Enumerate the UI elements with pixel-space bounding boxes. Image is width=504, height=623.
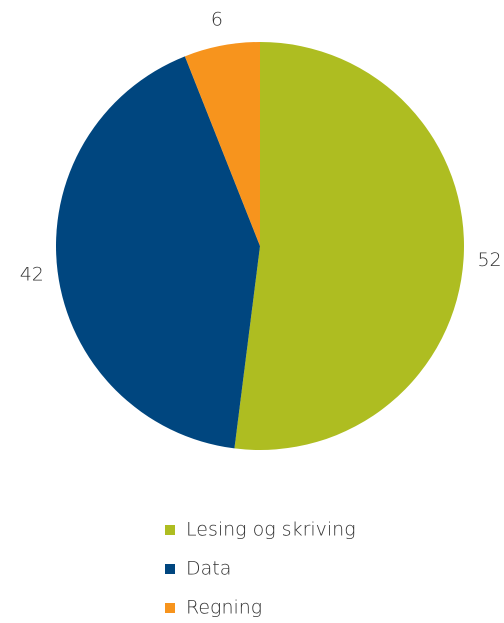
data-label: 6 xyxy=(211,9,223,31)
legend-label: Data xyxy=(186,558,231,580)
legend-swatch xyxy=(165,564,175,574)
legend-swatch xyxy=(165,525,175,535)
pie-slice xyxy=(184,42,260,246)
data-label: 52 xyxy=(477,249,501,271)
legend-swatch xyxy=(165,603,175,613)
data-label: 42 xyxy=(20,263,44,285)
legend-label: Lesing og skriving xyxy=(186,519,356,541)
pie-slice xyxy=(234,42,464,450)
pie-slice xyxy=(55,56,260,449)
legend-label: Regning xyxy=(186,597,262,619)
